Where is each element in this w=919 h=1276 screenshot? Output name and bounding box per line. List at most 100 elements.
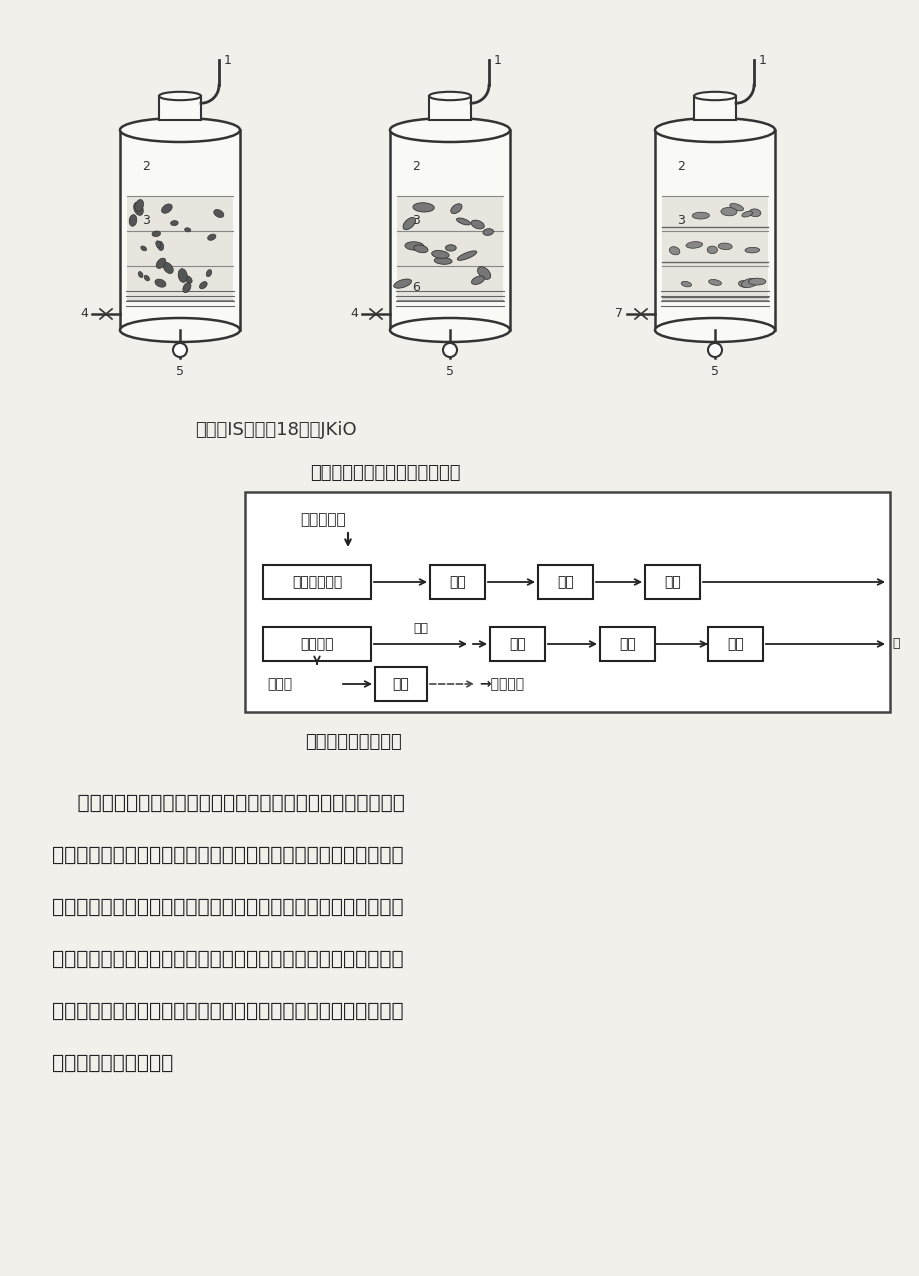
Text: 鲜叶、清水: 鲜叶、清水 [300,513,346,527]
Ellipse shape [729,203,743,211]
Ellipse shape [208,234,216,240]
Ellipse shape [162,204,172,213]
Ellipse shape [680,281,691,287]
Text: 1: 1 [494,54,502,66]
Ellipse shape [482,228,493,235]
Ellipse shape [163,263,173,273]
Ellipse shape [477,267,490,279]
Bar [119,130,240,330]
Ellipse shape [129,214,137,226]
Bar [397,197,503,300]
Ellipse shape [457,251,476,260]
Ellipse shape [213,209,223,217]
Bar [428,96,471,120]
Ellipse shape [707,246,717,254]
Bar [263,565,370,598]
Text: 2: 2 [676,160,685,172]
Text: 油水分离: 油水分离 [300,637,334,651]
Ellipse shape [159,92,200,101]
Bar [708,627,762,661]
Ellipse shape [119,117,240,142]
Ellipse shape [144,276,149,281]
Circle shape [443,343,457,357]
Ellipse shape [133,202,143,216]
Ellipse shape [654,117,774,142]
Text: 4: 4 [80,308,88,320]
Text: 澄清: 澄清 [508,637,526,651]
Ellipse shape [154,279,165,287]
Ellipse shape [156,258,165,268]
Text: →白兰叶油: →白兰叶油 [479,678,524,692]
Bar [538,565,593,598]
Ellipse shape [471,221,483,228]
Text: 白: 白 [891,638,899,651]
Ellipse shape [471,276,484,285]
Ellipse shape [199,282,207,288]
Ellipse shape [155,241,161,248]
Ellipse shape [708,279,720,286]
Text: 5: 5 [176,365,184,378]
Text: 馏出水: 馏出水 [267,678,292,692]
Ellipse shape [450,204,461,213]
Text: 研究表明在各种蒸馏方式中以水蒸气蒸馏操作最为简单，不但: 研究表明在各种蒸馏方式中以水蒸气蒸馏操作最为简单，不但 [52,794,404,813]
Bar [644,565,699,598]
Ellipse shape [414,245,427,253]
Bar [375,667,426,701]
Text: 可降低香料成分馏出温度，而且可防止分解或变质。但是，水蒸气: 可降低香料成分馏出温度，而且可防止分解或变质。但是，水蒸气 [52,846,403,865]
Text: 冷凝: 冷凝 [664,575,680,590]
Ellipse shape [744,248,759,253]
Ellipse shape [691,212,709,219]
Ellipse shape [185,228,190,232]
Text: 2: 2 [142,160,150,172]
Bar [159,96,200,120]
Text: 回流: 回流 [557,575,573,590]
Bar [599,627,654,661]
Ellipse shape [456,218,470,225]
Text: 复蒸: 复蒸 [392,678,409,692]
Text: 6: 6 [412,281,420,293]
Ellipse shape [393,279,411,288]
Text: 开放，其过程易造成热不稳定及易氧化成分的破坏及挥发损失，对: 开放，其过程易造成热不稳定及易氧化成分的破坏及挥发损失，对 [52,1002,403,1021]
Ellipse shape [431,250,448,258]
Bar [429,565,484,598]
Ellipse shape [747,278,766,285]
Text: 比实验，结果表明：水蒸气蒸馏法提取过程时间长、温度高、系统: 比实验，结果表明：水蒸气蒸馏法提取过程时间长、温度高、系统 [52,951,403,968]
Ellipse shape [718,242,732,250]
Ellipse shape [141,246,146,251]
Text: 蒸馏也存在一定的缺点，由水蒸气蒸馏与超临界二氧化碳提取的对: 蒸馏也存在一定的缺点，由水蒸气蒸馏与超临界二氧化碳提取的对 [52,898,403,917]
Ellipse shape [404,241,424,250]
Ellipse shape [178,269,187,282]
Text: 水中蒸IS水上蒸18水气JKiO: 水中蒸IS水上蒸18水气JKiO [195,421,357,439]
Ellipse shape [720,208,736,216]
Bar [244,493,889,712]
Ellipse shape [390,117,509,142]
Ellipse shape [738,281,748,287]
Bar [662,197,767,300]
Ellipse shape [445,245,456,251]
Ellipse shape [403,217,415,230]
Ellipse shape [741,212,752,217]
Ellipse shape [413,203,434,212]
Bar [127,197,233,300]
Text: 水蒸气蒸馏香茅油的工艺流程：: 水蒸气蒸馏香茅油的工艺流程： [310,464,460,482]
Ellipse shape [135,199,143,212]
Ellipse shape [741,278,757,287]
Ellipse shape [206,269,211,277]
Ellipse shape [183,282,191,292]
Text: 1: 1 [758,54,766,66]
Ellipse shape [119,318,240,342]
Text: 5: 5 [710,365,719,378]
Text: 5: 5 [446,365,453,378]
Ellipse shape [185,276,192,283]
Ellipse shape [693,92,735,101]
Text: 加热: 加热 [448,575,465,590]
Circle shape [708,343,721,357]
Text: 3: 3 [142,213,150,227]
Text: 1: 1 [223,54,232,66]
Text: 过滤: 过滤 [726,637,743,651]
Text: 部分组分有破坏作用。: 部分组分有破坏作用。 [52,1054,173,1073]
Bar [693,96,735,120]
Ellipse shape [748,209,760,217]
Ellipse shape [669,246,679,255]
Bar [263,627,370,661]
